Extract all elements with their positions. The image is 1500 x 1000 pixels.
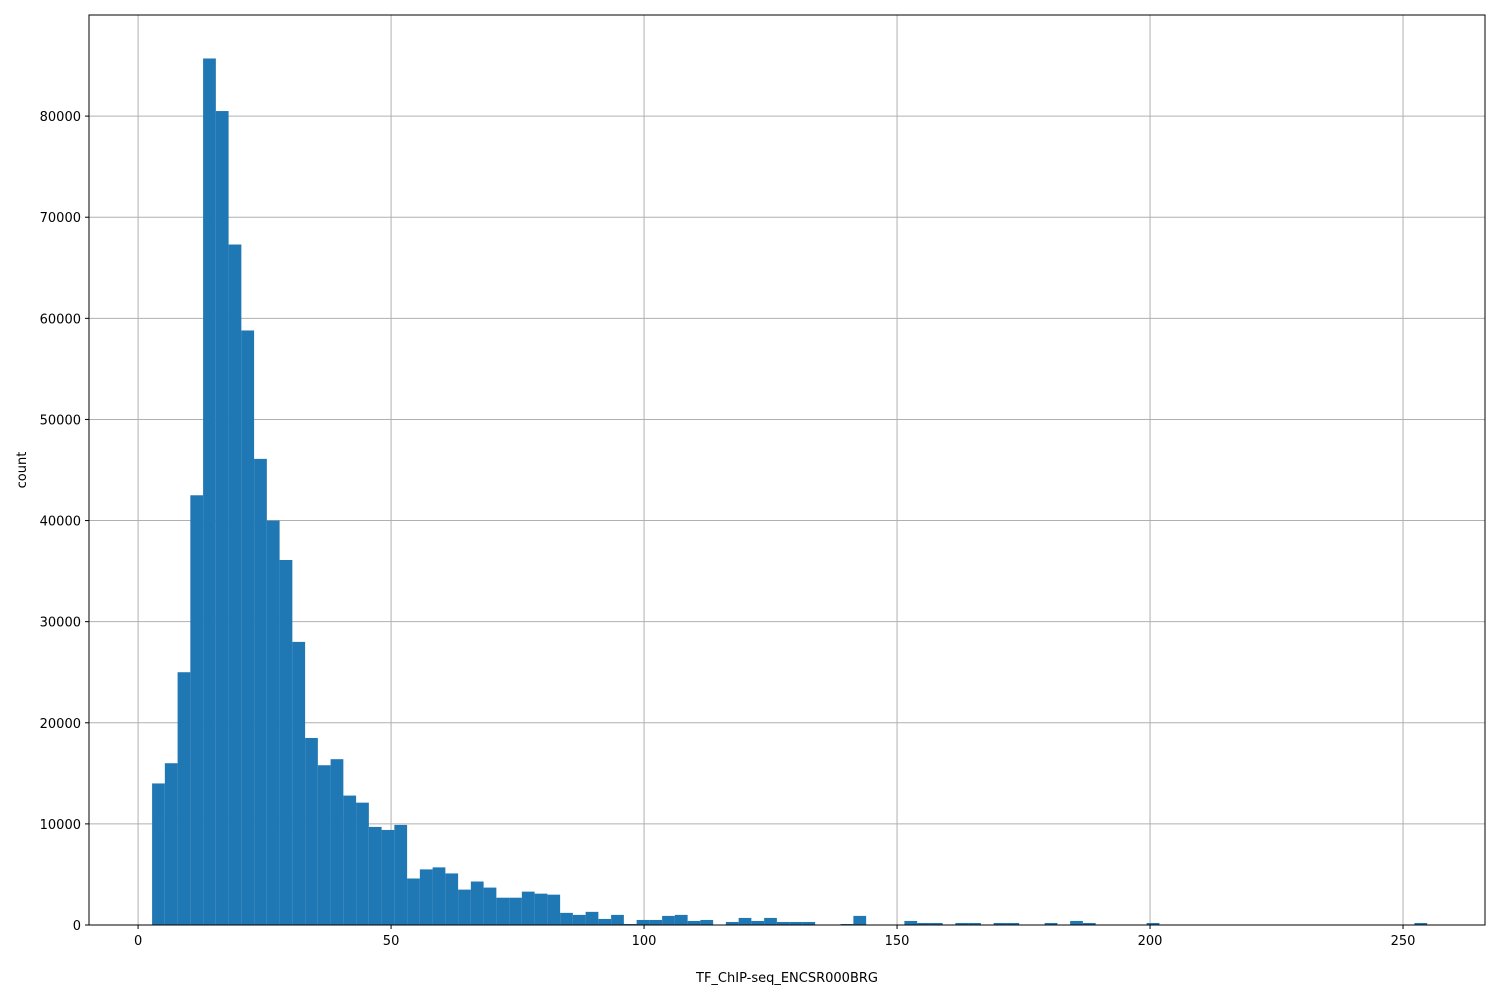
plot-frame: [88, 14, 1486, 926]
histogram-bar: [496, 897, 510, 925]
y-tick-label: 20000: [40, 717, 81, 732]
y-tick-label: 70000: [40, 211, 81, 226]
histogram-bar: [1414, 922, 1428, 925]
histogram-bar: [649, 919, 663, 925]
histogram-bar: [266, 520, 280, 925]
histogram-bar: [904, 920, 918, 925]
histogram-bar: [674, 914, 688, 925]
histogram-bar: [394, 824, 408, 925]
histogram-bar: [343, 795, 357, 925]
histogram-bar: [292, 641, 306, 925]
histogram-bar: [853, 915, 867, 925]
histogram-bar: [445, 873, 459, 925]
histogram-bar: [317, 765, 331, 925]
histogram-bar: [802, 921, 816, 925]
x-tick-label: 250: [1391, 934, 1416, 949]
x-tick-label: 200: [1138, 934, 1163, 949]
histogram-bar: [623, 923, 637, 925]
histogram-bar: [560, 912, 573, 925]
histogram-bar: [636, 919, 650, 925]
histogram-bar: [572, 914, 586, 925]
bars: [152, 58, 1428, 926]
histogram-bar: [738, 917, 752, 925]
histogram-bar: [598, 918, 612, 925]
histogram-bar: [407, 878, 420, 925]
x-tick-label: 150: [885, 934, 910, 949]
histogram-bar: [725, 921, 739, 925]
histogram-bar: [419, 869, 433, 925]
histogram-bar: [215, 111, 229, 926]
histogram-bar: [190, 495, 204, 925]
x-tick-label: 50: [383, 934, 400, 949]
histogram-bar: [993, 922, 1007, 925]
histogram-bar: [1146, 922, 1160, 925]
histogram-bar: [611, 914, 624, 925]
histogram-bar: [254, 458, 267, 925]
histogram-bar: [368, 826, 382, 925]
histogram-bar: [381, 829, 395, 925]
histogram-bar: [764, 917, 777, 925]
y-tick-label: 80000: [40, 110, 81, 125]
x-tick-label: 0: [134, 934, 142, 949]
histogram-bar: [547, 894, 561, 925]
histogram-bar: [700, 919, 714, 925]
histogram-bar: [687, 920, 701, 925]
histogram-bar: [789, 921, 803, 925]
histogram-bar: [840, 923, 854, 925]
histogram-bar: [177, 672, 191, 925]
y-tick-label: 40000: [40, 515, 81, 530]
histogram-bar: [305, 737, 318, 925]
histogram-bar: [432, 867, 446, 925]
histogram-bar: [152, 783, 165, 925]
y-axis-label: count: [15, 452, 30, 489]
histogram-bar: [356, 802, 369, 925]
histogram-bar: [1082, 922, 1096, 925]
grid: [89, 15, 1485, 926]
y-tick-label: 10000: [40, 818, 81, 833]
histogram-bar: [203, 58, 216, 925]
histogram-bar: [458, 889, 471, 925]
histogram-bar: [164, 763, 178, 925]
histogram-bar: [662, 915, 675, 925]
x-axis-ticks: 0 50 100 150 200 250: [134, 925, 1416, 949]
y-tick-label: 50000: [40, 413, 81, 428]
histogram-bar: [330, 759, 344, 925]
histogram-bar: [509, 897, 522, 925]
histogram-bar: [955, 922, 969, 925]
histogram-bar: [228, 244, 242, 925]
y-axis-ticks: 0 10000 20000 30000 40000 50000 60000 70000 8000…: [40, 110, 89, 934]
histogram-bar: [521, 891, 535, 925]
histogram-bar: [1070, 920, 1083, 925]
y-tick-label: 30000: [40, 616, 81, 631]
histogram-bar: [470, 881, 484, 925]
histogram-bar: [751, 920, 765, 925]
histogram-bar: [1006, 922, 1020, 925]
histogram-bar: [279, 559, 293, 925]
histogram-bar: [776, 921, 790, 925]
y-tick-label: 0: [73, 919, 81, 934]
x-tick-label: 100: [632, 934, 657, 949]
histogram-bar: [929, 922, 943, 925]
histogram-bar: [1044, 922, 1058, 925]
y-tick-label: 60000: [40, 312, 81, 327]
histogram-bar: [483, 887, 497, 925]
histogram-bar: [917, 922, 930, 925]
histogram-bar: [534, 893, 548, 925]
histogram-bar: [968, 922, 981, 925]
histogram-bar: [585, 911, 599, 925]
x-axis-label: TF_ChIP-seq_ENCSR000BRG: [695, 971, 878, 986]
histogram-bar: [241, 330, 255, 925]
